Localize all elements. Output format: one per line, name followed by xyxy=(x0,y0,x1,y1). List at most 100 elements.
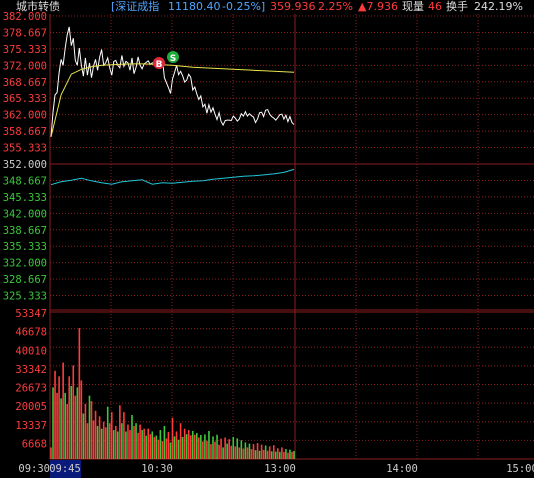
volume-bar xyxy=(193,434,196,459)
volume-bar xyxy=(214,441,216,459)
quote-header: 城市转债 [深证成指 11180.40 -0.25%] 359.936 2.25… xyxy=(0,0,534,14)
volume-bar xyxy=(66,403,68,459)
turnover-label: 换手 xyxy=(446,0,468,13)
volume-bar xyxy=(171,417,174,459)
volume-bar xyxy=(147,428,149,459)
index-name[interactable]: [深证成指 xyxy=(111,0,160,13)
volume-bar xyxy=(200,435,202,459)
volume-bar xyxy=(216,434,218,459)
volume-bar xyxy=(92,420,95,459)
price-change: ▲7.936 xyxy=(358,0,398,13)
volume-bar xyxy=(256,443,259,459)
volume-bar xyxy=(232,436,235,459)
volume-bar xyxy=(161,441,164,459)
price-tick-label: 372.000 xyxy=(3,60,47,72)
volume-bar xyxy=(56,392,58,459)
price-tick-label: 335.333 xyxy=(3,241,47,253)
time-tick-label: 15:00 xyxy=(506,463,534,475)
volume-bar xyxy=(135,423,137,459)
volume-bar xyxy=(285,449,287,459)
volume-bar xyxy=(70,385,73,459)
price-tick-label: 382.000 xyxy=(3,11,47,23)
sell-marker[interactable]: S xyxy=(167,51,179,64)
last-price: 359.936 xyxy=(270,0,316,13)
price-tick-label: 338.667 xyxy=(3,225,47,237)
volume-tick-label: 53347 xyxy=(15,308,47,320)
volume-tick-label: 33342 xyxy=(15,364,47,376)
volume-bar xyxy=(159,430,162,459)
volume-bar xyxy=(246,447,249,459)
volume-bar xyxy=(226,443,228,459)
volume-bar xyxy=(121,423,123,459)
volume-bar xyxy=(240,440,243,459)
volume-bar xyxy=(141,430,143,459)
index-change: -0.25%] xyxy=(222,0,266,13)
volume-bar xyxy=(133,425,135,459)
volume-bar xyxy=(76,387,79,459)
volume-bar xyxy=(196,433,198,459)
volume-bar xyxy=(208,430,210,459)
time-tick-label: 09:30 xyxy=(18,463,50,475)
volume-bar xyxy=(64,392,66,459)
volume-bar xyxy=(131,414,133,459)
volume-bars xyxy=(50,328,295,459)
price-tick-label: 375.333 xyxy=(3,44,47,56)
time-tick-label: 14:00 xyxy=(386,463,418,475)
volume-bar xyxy=(277,448,279,459)
trade-markers[interactable]: B S xyxy=(153,51,179,70)
volume-bar xyxy=(68,376,71,459)
volume-bar xyxy=(222,447,224,459)
volume-bar xyxy=(258,450,261,459)
volume-bar xyxy=(145,435,147,459)
volume-bar xyxy=(234,446,237,459)
volume-bar xyxy=(266,450,269,459)
volume-tick-label: 26673 xyxy=(15,383,47,395)
volume-bar xyxy=(149,434,152,459)
volume-bar xyxy=(179,423,182,459)
volume-bar xyxy=(228,439,230,459)
volume-bar xyxy=(230,445,233,459)
volume-label: 现量 xyxy=(402,0,424,13)
volume-tick-label: 20005 xyxy=(15,401,47,413)
volume-bar xyxy=(84,403,87,459)
volume-bar xyxy=(62,362,64,459)
volume-bar xyxy=(268,446,271,459)
volume-value: 46 xyxy=(428,0,442,13)
volume-bar xyxy=(260,444,263,459)
time-tick-label: 09:45 xyxy=(49,463,81,475)
volume-bar xyxy=(125,431,127,459)
index-line xyxy=(50,168,295,186)
price-tick-label: 378.667 xyxy=(3,27,47,39)
volume-bar xyxy=(163,425,166,459)
volume-tick-label: 40010 xyxy=(15,345,47,357)
volume-bar xyxy=(72,365,75,459)
price-tick-label: 358.667 xyxy=(3,126,47,138)
price-tick-label: 342.000 xyxy=(3,208,47,220)
volume-bar xyxy=(272,445,275,459)
volume-bar xyxy=(291,451,293,459)
volume-bar xyxy=(115,425,117,459)
time-highlight xyxy=(50,460,81,478)
volume-bar xyxy=(189,435,192,459)
volume-bar xyxy=(175,431,178,459)
time-tick-label: 13:00 xyxy=(264,463,296,475)
volume-bar xyxy=(102,421,105,459)
volume-bar xyxy=(78,328,81,459)
volume-bar xyxy=(206,440,208,459)
volume-bar xyxy=(169,442,172,459)
buy-marker[interactable]: B xyxy=(153,57,165,70)
volume-bar xyxy=(108,423,111,459)
volume-bar xyxy=(198,437,200,459)
price-tick-label: 362.000 xyxy=(3,110,47,122)
volume-tick-label: 46678 xyxy=(15,327,47,339)
volume-bar xyxy=(127,424,129,459)
volume-bar xyxy=(187,430,190,459)
volume-bar xyxy=(90,401,93,459)
volume-bar xyxy=(183,428,186,459)
stock-name[interactable]: 城市转债 xyxy=(16,0,60,13)
pct-change: 2.25% xyxy=(318,0,353,13)
volume-bar xyxy=(153,436,156,459)
price-tick-label: 355.333 xyxy=(3,143,47,155)
